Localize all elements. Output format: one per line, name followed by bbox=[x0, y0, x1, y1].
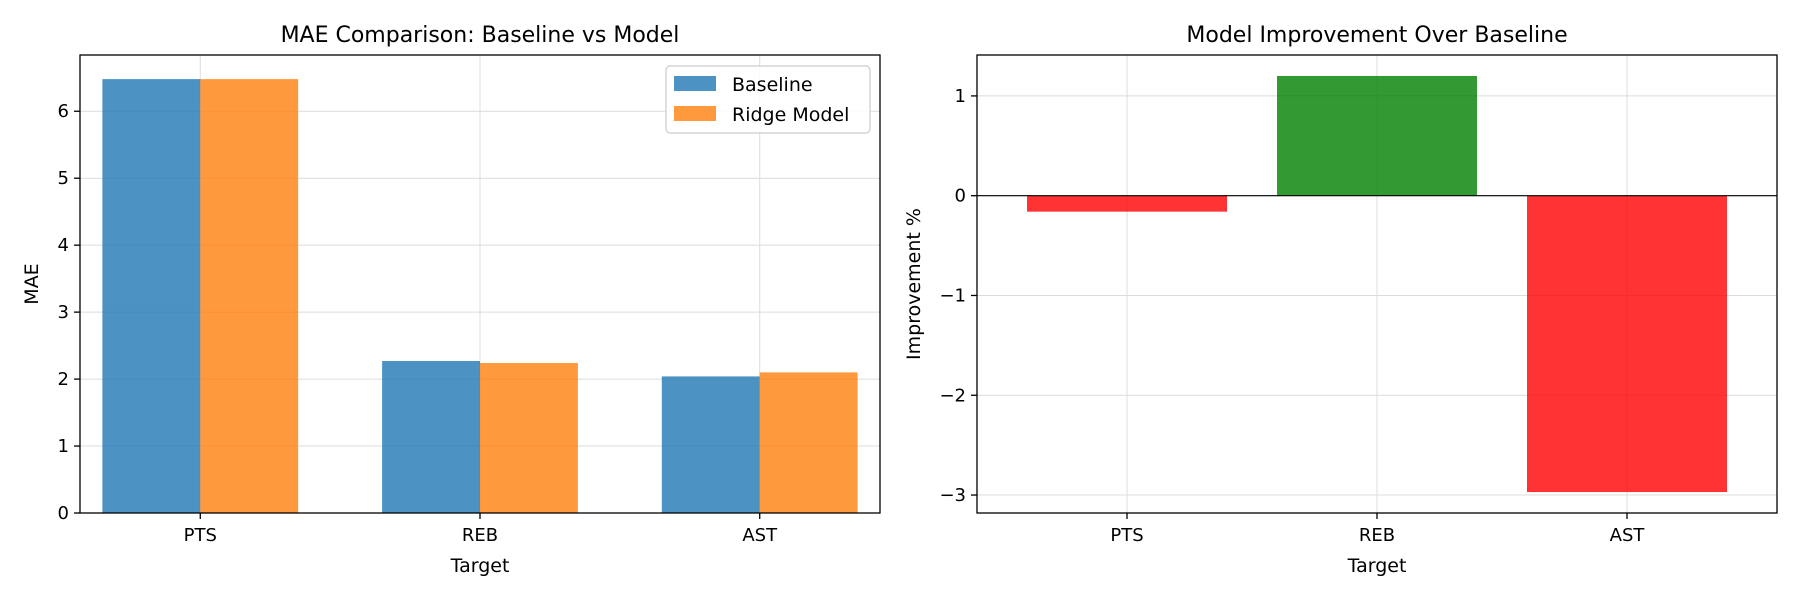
x-tick-label-ast: AST bbox=[742, 525, 778, 546]
y-tick-label: 1 bbox=[58, 436, 69, 457]
bar-improvement-reb bbox=[1277, 75, 1477, 196]
x-axis-ticks: PTS REB AST bbox=[1110, 513, 1645, 546]
bars bbox=[1027, 75, 1727, 493]
y-axis-ticks: 1 0 −1 −2 −3 bbox=[939, 86, 977, 506]
x-axis-ticks: PTS REB AST bbox=[184, 513, 778, 546]
legend-label-baseline: Baseline bbox=[732, 74, 813, 96]
y-tick-label: −1 bbox=[939, 285, 966, 306]
legend-box bbox=[665, 65, 871, 134]
y-tick-label: 1 bbox=[955, 86, 966, 107]
chart-title: MAE Comparison: Baseline vs Model bbox=[281, 23, 680, 48]
y-axis-label: MAE bbox=[21, 263, 43, 304]
x-axis-label: Target bbox=[1347, 555, 1407, 577]
y-tick-label: 0 bbox=[955, 186, 966, 207]
y-tick-label: 0 bbox=[58, 503, 69, 524]
y-tick-label: 3 bbox=[58, 302, 69, 323]
bar-improvement-ast bbox=[1527, 195, 1727, 493]
chart-title: Model Improvement Over Baseline bbox=[1186, 23, 1567, 48]
x-tick-label-pts: PTS bbox=[184, 525, 217, 546]
y-tick-label: −3 bbox=[939, 485, 966, 506]
y-axis-ticks: 0 1 2 3 4 5 6 bbox=[58, 101, 80, 524]
y-tick-label: 6 bbox=[58, 101, 69, 122]
legend: Baseline Ridge Model bbox=[665, 65, 871, 134]
y-tick-label: −2 bbox=[939, 385, 966, 406]
y-axis-label: Improvement % bbox=[903, 208, 925, 360]
chart-model-improvement: Model Improvement Over Baseline 1 0 −1 −2 −3… bbox=[903, 23, 1778, 577]
y-tick-label: 2 bbox=[58, 369, 69, 390]
x-tick-label-pts: PTS bbox=[1110, 525, 1143, 546]
chart-mae-comparison: MAE Comparison: Baseline vs Model 0 1 2 3 4 5… bbox=[21, 23, 881, 577]
legend-swatch-ridge-model bbox=[674, 106, 716, 121]
bar-improvement-pts bbox=[1027, 195, 1227, 212]
bar-baseline-ast bbox=[661, 376, 760, 513]
bars bbox=[102, 79, 858, 514]
x-tick-label-reb: REB bbox=[1359, 525, 1395, 546]
x-tick-label-reb: REB bbox=[462, 525, 498, 546]
x-axis-label: Target bbox=[450, 555, 510, 577]
y-tick-label: 4 bbox=[58, 235, 69, 256]
legend-label-ridge-model: Ridge Model bbox=[732, 104, 849, 126]
bar-ridge-model-pts bbox=[200, 79, 299, 514]
bar-baseline-pts bbox=[102, 79, 201, 514]
bar-ridge-model-reb bbox=[480, 363, 578, 513]
legend-swatch-baseline bbox=[674, 76, 716, 91]
y-tick-label: 5 bbox=[58, 168, 69, 189]
bar-ridge-model-ast bbox=[759, 372, 858, 513]
x-tick-label-ast: AST bbox=[1610, 525, 1646, 546]
bar-baseline-reb bbox=[382, 361, 480, 513]
